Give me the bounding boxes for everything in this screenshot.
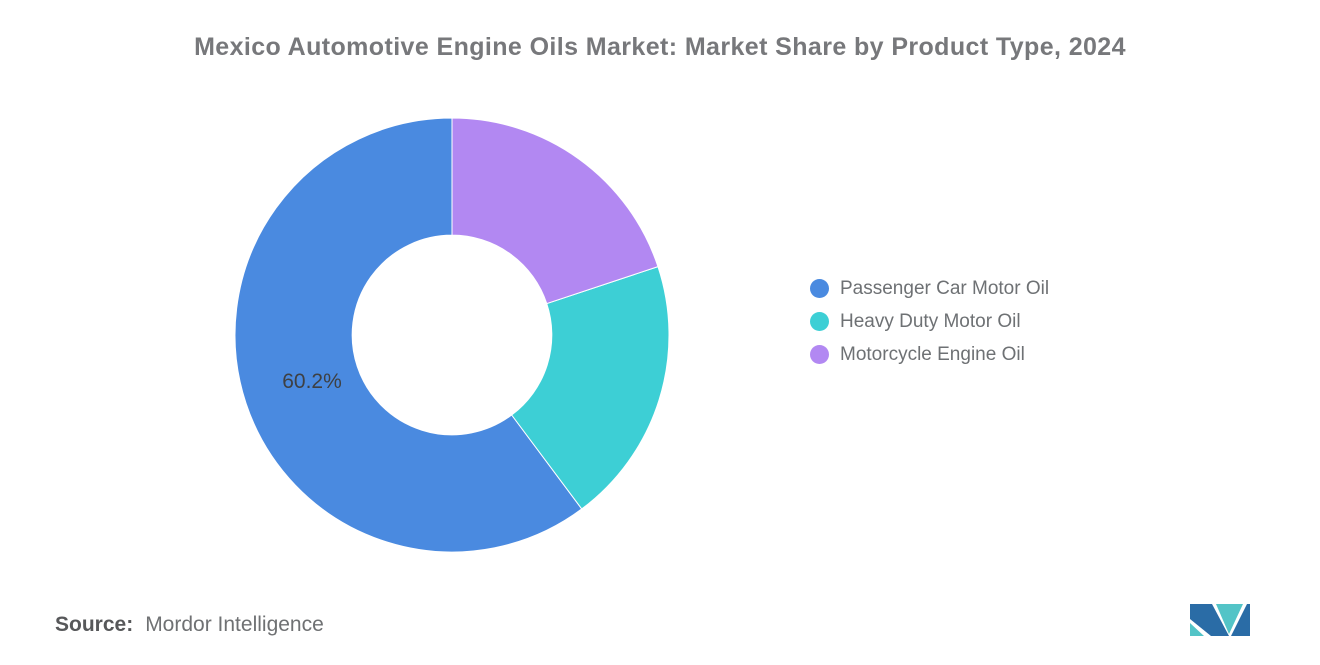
- source-value: Mordor Intelligence: [145, 613, 324, 636]
- source-label: Source:: [55, 613, 134, 636]
- legend-label: Heavy Duty Motor Oil: [840, 310, 1021, 332]
- source-line: Source: Mordor Intelligence: [55, 613, 324, 637]
- slice-data-label: 60.2%: [282, 370, 342, 393]
- logo-shape-blue-right: [1231, 604, 1250, 636]
- mordor-intelligence-logo: [1190, 604, 1250, 636]
- legend-item-passenger-car-motor-oil[interactable]: Passenger Car Motor Oil: [810, 272, 1049, 305]
- legend-swatch-icon: [810, 312, 829, 331]
- legend-label: Passenger Car Motor Oil: [840, 277, 1050, 299]
- legend-item-motorcycle-engine-oil[interactable]: Motorcycle Engine Oil: [810, 338, 1049, 371]
- donut-svg: 60.2%: [234, 117, 670, 553]
- legend-item-heavy-duty-motor-oil[interactable]: Heavy Duty Motor Oil: [810, 305, 1049, 338]
- legend-swatch-icon: [810, 345, 829, 364]
- legend: Passenger Car Motor Oil Heavy Duty Motor…: [810, 272, 1049, 371]
- donut-slice-motorcycle-engine-oil[interactable]: [451, 117, 659, 305]
- legend-label: Motorcycle Engine Oil: [840, 343, 1025, 365]
- legend-swatch-icon: [810, 279, 829, 298]
- donut-slice-passenger-car-motor-oil[interactable]: [234, 117, 583, 553]
- logo-shape-teal-small: [1190, 623, 1204, 636]
- page-title: Mexico Automotive Engine Oils Market: Ma…: [194, 33, 1126, 61]
- logo-shape-teal-right: [1216, 604, 1243, 634]
- donut-slice-heavy-duty-motor-oil[interactable]: [510, 266, 670, 510]
- logo-shape-blue-left: [1190, 604, 1229, 636]
- donut-chart: 60.2%: [234, 117, 670, 553]
